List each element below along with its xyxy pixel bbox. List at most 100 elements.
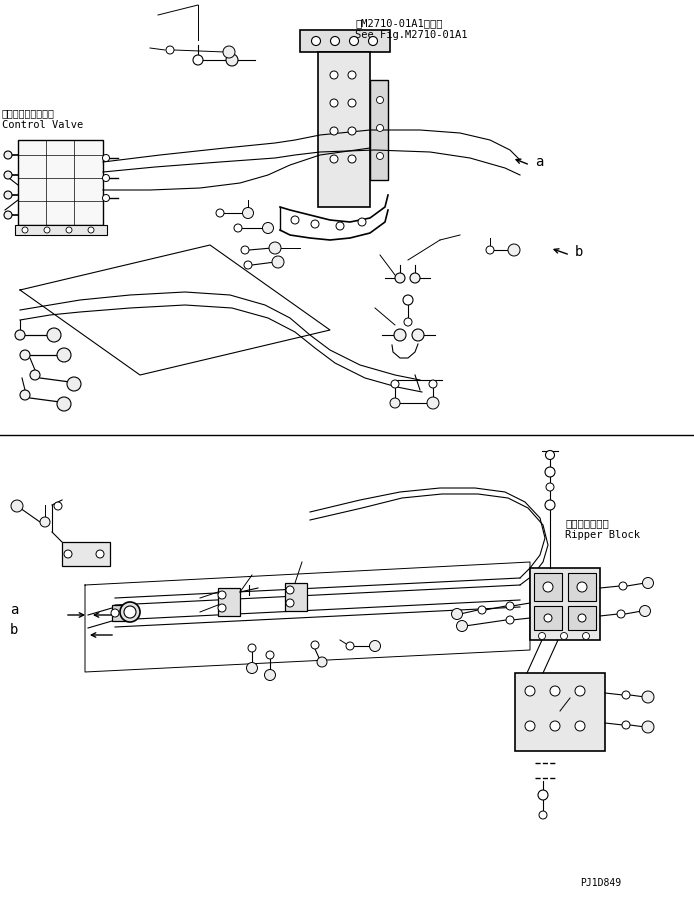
Circle shape bbox=[218, 604, 226, 612]
Bar bbox=[218, 588, 240, 616]
Bar bbox=[318, 52, 370, 207]
Circle shape bbox=[377, 153, 384, 159]
Text: コントロールバルブ: コントロールバルブ bbox=[2, 108, 55, 118]
Bar bbox=[18, 140, 103, 225]
Circle shape bbox=[291, 216, 299, 224]
Circle shape bbox=[642, 721, 654, 733]
Circle shape bbox=[506, 616, 514, 624]
Text: 第M2710-01A1図参照: 第M2710-01A1図参照 bbox=[355, 18, 443, 28]
Circle shape bbox=[578, 614, 586, 622]
Circle shape bbox=[66, 227, 72, 233]
Circle shape bbox=[429, 380, 437, 388]
Bar bbox=[112, 605, 130, 621]
Circle shape bbox=[330, 99, 338, 107]
Circle shape bbox=[619, 582, 627, 590]
Circle shape bbox=[4, 191, 12, 199]
Circle shape bbox=[394, 329, 406, 341]
Circle shape bbox=[30, 370, 40, 380]
Circle shape bbox=[561, 633, 568, 639]
Circle shape bbox=[506, 602, 514, 610]
Circle shape bbox=[348, 127, 356, 135]
Circle shape bbox=[538, 790, 548, 800]
Circle shape bbox=[241, 246, 249, 254]
Circle shape bbox=[248, 644, 256, 652]
Circle shape bbox=[311, 641, 319, 649]
Bar bbox=[370, 80, 388, 180]
Circle shape bbox=[478, 606, 486, 614]
Circle shape bbox=[403, 295, 413, 305]
Circle shape bbox=[266, 651, 274, 659]
Circle shape bbox=[452, 609, 462, 619]
Circle shape bbox=[40, 517, 50, 527]
Circle shape bbox=[395, 273, 405, 283]
Circle shape bbox=[312, 37, 321, 46]
Circle shape bbox=[4, 211, 12, 219]
Circle shape bbox=[508, 244, 520, 256]
Bar bbox=[300, 30, 390, 52]
Circle shape bbox=[369, 37, 378, 46]
Circle shape bbox=[330, 155, 338, 163]
Circle shape bbox=[377, 96, 384, 103]
Circle shape bbox=[348, 71, 356, 79]
Circle shape bbox=[47, 328, 61, 342]
Circle shape bbox=[377, 124, 384, 131]
Circle shape bbox=[358, 218, 366, 226]
Circle shape bbox=[582, 633, 589, 639]
Bar bbox=[515, 673, 605, 751]
Circle shape bbox=[539, 633, 545, 639]
Circle shape bbox=[545, 500, 555, 510]
Circle shape bbox=[525, 686, 535, 696]
Circle shape bbox=[348, 99, 356, 107]
Circle shape bbox=[311, 220, 319, 228]
Circle shape bbox=[390, 398, 400, 408]
Circle shape bbox=[286, 586, 294, 594]
Circle shape bbox=[369, 640, 380, 652]
Circle shape bbox=[223, 46, 235, 58]
Circle shape bbox=[543, 582, 553, 592]
Circle shape bbox=[575, 686, 585, 696]
Text: a: a bbox=[535, 155, 543, 169]
Circle shape bbox=[111, 609, 119, 617]
Text: b: b bbox=[575, 245, 584, 259]
Circle shape bbox=[350, 37, 359, 46]
Circle shape bbox=[103, 194, 110, 201]
Circle shape bbox=[317, 657, 327, 667]
Circle shape bbox=[242, 208, 253, 218]
Circle shape bbox=[96, 550, 104, 558]
Text: リッパブロック: リッパブロック bbox=[565, 518, 609, 528]
Circle shape bbox=[577, 582, 587, 592]
Circle shape bbox=[330, 37, 339, 46]
Circle shape bbox=[264, 670, 276, 681]
Circle shape bbox=[545, 467, 555, 477]
Circle shape bbox=[525, 721, 535, 731]
Text: b: b bbox=[10, 623, 18, 637]
Circle shape bbox=[234, 224, 242, 232]
Circle shape bbox=[639, 606, 650, 617]
Circle shape bbox=[575, 721, 585, 731]
Circle shape bbox=[20, 350, 30, 360]
Text: PJ1D849: PJ1D849 bbox=[580, 878, 621, 888]
Circle shape bbox=[286, 599, 294, 607]
Circle shape bbox=[622, 691, 630, 699]
Text: See Fig.M2710-01A1: See Fig.M2710-01A1 bbox=[355, 30, 468, 40]
Circle shape bbox=[622, 721, 630, 729]
Circle shape bbox=[4, 151, 12, 159]
Circle shape bbox=[410, 273, 420, 283]
Circle shape bbox=[103, 174, 110, 182]
Circle shape bbox=[550, 721, 560, 731]
Circle shape bbox=[269, 242, 281, 254]
Circle shape bbox=[391, 380, 399, 388]
Bar bbox=[530, 568, 600, 640]
Circle shape bbox=[20, 390, 30, 400]
Text: Control Valve: Control Valve bbox=[2, 120, 83, 130]
Circle shape bbox=[4, 171, 12, 179]
Circle shape bbox=[120, 602, 140, 622]
Bar bbox=[15, 225, 107, 235]
Circle shape bbox=[346, 642, 354, 650]
Circle shape bbox=[643, 577, 654, 589]
Bar bbox=[285, 583, 307, 611]
Bar bbox=[534, 606, 562, 630]
Circle shape bbox=[550, 686, 560, 696]
Circle shape bbox=[336, 222, 344, 230]
Bar bbox=[534, 573, 562, 601]
